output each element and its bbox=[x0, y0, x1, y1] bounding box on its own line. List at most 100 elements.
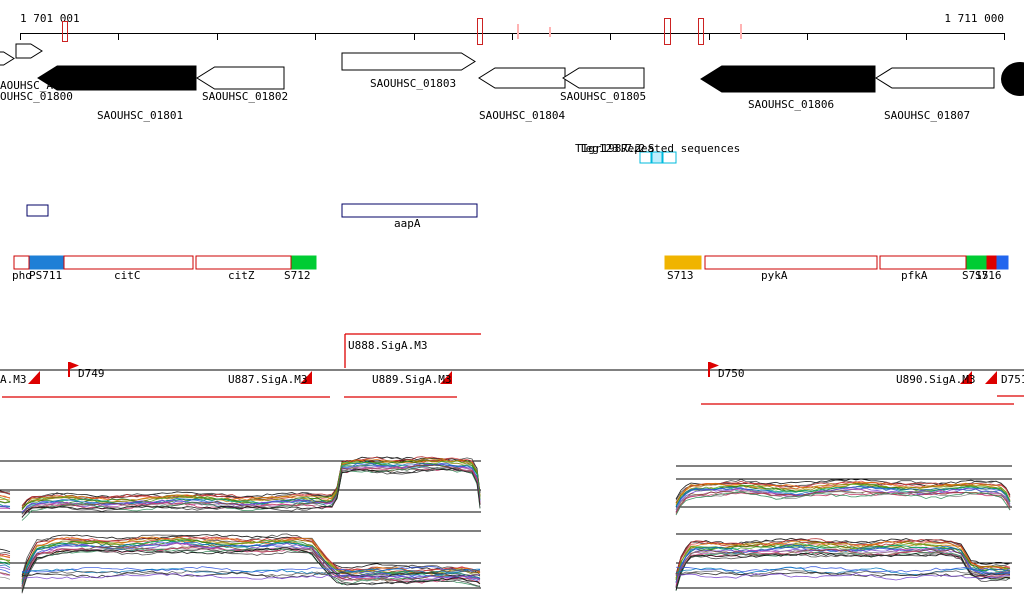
tu-dflag-pole-d750[interactable] bbox=[708, 362, 710, 377]
expression-curve bbox=[675, 491, 1011, 516]
expression-curve bbox=[0, 572, 11, 576]
segment-box-s715[interactable] bbox=[966, 255, 987, 270]
ruler-tick bbox=[315, 33, 316, 40]
expression-curve bbox=[675, 486, 1011, 508]
repeat-label-teg123-7-2: Teg123.7.2 bbox=[579, 142, 646, 155]
gene-arrow-saouhsc-01803[interactable] bbox=[341, 52, 476, 71]
srna-box-0[interactable] bbox=[26, 204, 49, 217]
tu-dflag-d749[interactable] bbox=[70, 362, 79, 369]
segment-label-pyka: pykA bbox=[761, 269, 788, 282]
repeat-box[interactable] bbox=[662, 151, 677, 164]
segment-box-s713[interactable] bbox=[664, 255, 702, 270]
tu-marker-u890-siga-m3[interactable] bbox=[960, 371, 972, 384]
ruler-tick bbox=[20, 33, 21, 40]
segment-box-pyka[interactable] bbox=[704, 255, 878, 270]
expression-curve bbox=[0, 490, 11, 493]
segment-box-ps711[interactable] bbox=[29, 255, 64, 270]
expression-curve bbox=[0, 561, 11, 566]
expression-curve bbox=[675, 566, 1011, 573]
ruler-mark-tick bbox=[549, 27, 551, 37]
repeat-box[interactable] bbox=[639, 151, 652, 164]
gene-arrow-saouhsc-01804[interactable] bbox=[478, 67, 566, 89]
expression-curve bbox=[0, 548, 11, 553]
gene-arrow-saouhsc-01806[interactable] bbox=[700, 65, 876, 93]
segment-label-s715: S715 bbox=[962, 269, 989, 282]
tu-label-u888: U888.SigA.M3 bbox=[348, 339, 428, 352]
expression-curve bbox=[675, 490, 1011, 513]
ruler-tick bbox=[217, 33, 218, 40]
expression-curve bbox=[0, 552, 11, 554]
tu-marker-u889-siga-m3[interactable] bbox=[440, 371, 452, 384]
segment-box-citz[interactable] bbox=[195, 255, 292, 270]
segment-box-pfka[interactable] bbox=[879, 255, 967, 270]
segment-box-pho[interactable] bbox=[13, 255, 30, 270]
gene-arrow-saouhsc-01801[interactable] bbox=[37, 65, 197, 91]
repeat-box[interactable] bbox=[651, 151, 663, 164]
ruler-tick bbox=[807, 33, 808, 40]
gene-label-saouhsc-01802: SAOUHSC_01802 bbox=[202, 90, 289, 103]
gene-arrow-saouhsc-01802[interactable] bbox=[196, 66, 285, 90]
gene-arrow-saouhsc-a0172[interactable] bbox=[15, 43, 43, 59]
ruler-mark-box bbox=[62, 21, 68, 42]
srna-box-1[interactable] bbox=[341, 203, 478, 218]
tu-marker-a-m3[interactable] bbox=[28, 371, 40, 384]
gene-arrow-saouhsc-01805[interactable] bbox=[562, 67, 645, 89]
segment-label-s716: S716 bbox=[975, 269, 1002, 282]
ruler-tick bbox=[906, 33, 907, 40]
gene-label-aouhsc-a0172: AOUHSC_A0172 bbox=[0, 79, 80, 92]
segment-label-pfka: pfkA bbox=[901, 269, 928, 282]
expression-curve bbox=[675, 487, 1011, 512]
ruler-tick bbox=[610, 33, 611, 40]
expression-curve bbox=[0, 566, 11, 570]
expression-curve bbox=[675, 566, 1011, 576]
expression-curve bbox=[21, 547, 481, 593]
gene-arrow-saouhsc-01800[interactable] bbox=[0, 51, 15, 66]
expression-curve bbox=[675, 488, 1011, 513]
expression-curve bbox=[675, 568, 1011, 576]
expression-curve bbox=[0, 576, 11, 580]
expression-curve bbox=[0, 555, 11, 558]
tu-label-u890-siga-m3: U890.SigA.M3 bbox=[896, 373, 976, 386]
segment-label-s713: S713 bbox=[667, 269, 694, 282]
expression-curve bbox=[675, 545, 1011, 583]
tu-label-d751: D751 bbox=[1001, 373, 1024, 386]
expression-curve bbox=[21, 467, 481, 518]
segment-box-s716[interactable] bbox=[996, 255, 1009, 270]
ruler-mark-tick bbox=[740, 24, 742, 39]
expression-curve bbox=[21, 534, 481, 578]
ruler-end-label: 1 711 000 bbox=[944, 12, 1004, 25]
expression-curve bbox=[675, 552, 1011, 591]
gene-label-saouhsc-01807: SAOUHSC_01807 bbox=[884, 109, 971, 122]
repeat-label-tigr1987-2-s: TIgr1987.2 S bbox=[575, 142, 655, 155]
tu-label-u889-siga-m3: U889.SigA.M3 bbox=[372, 373, 452, 386]
expression-curve bbox=[675, 553, 1011, 589]
expression-curve bbox=[675, 539, 1011, 579]
segment-box-red-mini-segment[interactable] bbox=[986, 255, 997, 270]
expression-curve bbox=[21, 456, 481, 509]
segment-label-s712: S712 bbox=[284, 269, 311, 282]
tu-dflag-d750[interactable] bbox=[710, 362, 719, 369]
tu-marker-u887-siga-m3[interactable] bbox=[300, 371, 312, 384]
gene-arrow-saouhsc-01807[interactable] bbox=[875, 67, 995, 89]
expression-curve bbox=[0, 491, 11, 495]
ruler-tick bbox=[414, 33, 415, 40]
expression-curve bbox=[21, 570, 481, 579]
expression-curve bbox=[0, 564, 11, 568]
gene-circle[interactable] bbox=[1001, 62, 1024, 96]
expression-curve bbox=[21, 458, 481, 510]
expression-curve bbox=[0, 557, 11, 561]
expression-curve bbox=[21, 466, 481, 521]
tu-label-u887-siga-m3: U887.SigA.M3 bbox=[228, 373, 308, 386]
gene-label-saouhsc-01805: SAOUHSC_01805 bbox=[560, 90, 647, 103]
tu-dflag-pole-d749[interactable] bbox=[68, 362, 70, 377]
tu-marker-d751[interactable] bbox=[985, 371, 997, 384]
ruler-mark-box bbox=[698, 18, 704, 45]
segment-box-citc[interactable] bbox=[63, 255, 194, 270]
repeat-label-repeated-sequences: Repeated sequences bbox=[621, 142, 741, 155]
segment-box-s712[interactable] bbox=[291, 255, 317, 270]
ruler-mark-box bbox=[477, 18, 483, 45]
gene-label-saouhsc-01801: SAOUHSC_01801 bbox=[97, 109, 184, 122]
tu-label-a-m3: A.M3 bbox=[0, 373, 27, 386]
